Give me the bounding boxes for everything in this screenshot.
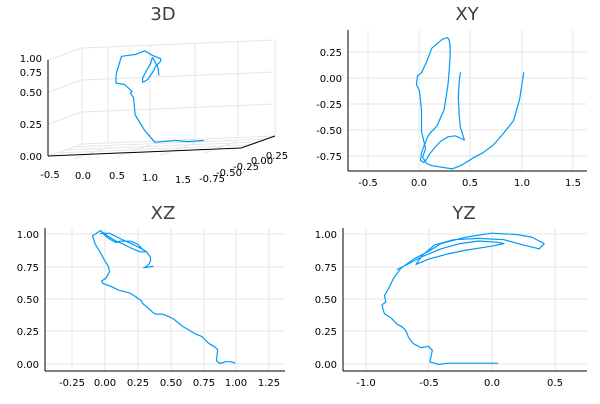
x-tick-label: 1.0: [514, 178, 530, 189]
x-tick-label: -0.5: [40, 170, 60, 181]
z-tick-label: 0.75: [20, 68, 42, 79]
y-tick-label: -0.25: [233, 162, 259, 173]
x-tick-label: 1.00: [225, 378, 247, 389]
y-tick-label: 0.00: [17, 360, 39, 371]
panel-xz-y-ticks: 1.00 0.75 0.50 0.25 0.00: [17, 230, 39, 371]
panel-xz-grid: [45, 228, 285, 371]
y-tick-label: -0.75: [316, 152, 342, 163]
panel-3d: 3D: [20, 4, 288, 186]
panel-xy-axes: [347, 30, 587, 172]
panel-xy-grid: [348, 30, 587, 171]
x-tick-label: 1.0: [142, 173, 158, 184]
x-tick-label: 0.5: [547, 378, 563, 389]
y-tick-label: 0.75: [315, 263, 337, 274]
z-tick-label: 1.00: [20, 54, 42, 65]
x-tick-label: 1.5: [175, 175, 191, 186]
y-tick-label: 0.25: [320, 48, 342, 59]
z-tick-label: 0.00: [20, 152, 42, 163]
y-tick-label: 0.25: [315, 327, 337, 338]
panel-3d-title: 3D: [150, 4, 175, 25]
x-tick-label: 0.5: [462, 178, 478, 189]
y-tick-label: -0.25: [316, 100, 342, 111]
panel-yz-grid: [343, 228, 587, 371]
z-tick-label: 0.50: [20, 88, 42, 99]
panel-xy-series-line: [415, 36, 525, 170]
x-tick-label: -0.5: [358, 178, 378, 189]
x-tick-label: -0.25: [59, 378, 85, 389]
x-tick-label: -1.0: [356, 378, 376, 389]
x-tick-label: 1.25: [258, 378, 280, 389]
panel-yz-y-ticks: 1.00 0.75 0.50 0.25 0.00: [315, 230, 337, 371]
y-tick-label: 0.00: [315, 360, 337, 371]
y-tick-label: 0.50: [315, 295, 337, 306]
panel-xy-title: XY: [455, 4, 479, 25]
y-tick-label: 0.00: [251, 156, 273, 167]
x-tick-label: 0.5: [109, 171, 125, 182]
y-tick-label: 0.25: [17, 327, 39, 338]
panel-xz: XZ 1.00 0.75 0.50 0.25 0.00 -0.: [17, 203, 285, 389]
panel-xy-y-ticks: 0.25 0.00 -0.25 -0.50 -0.75: [316, 48, 342, 163]
y-tick-label: -0.50: [216, 168, 242, 179]
y-tick-label: 1.00: [17, 230, 39, 241]
y-tick-label: 0.00: [320, 74, 342, 85]
panel-xz-series-line: [91, 230, 236, 364]
panel-3d-x-ticks: -0.5 0.0 0.5 1.0 1.5: [40, 170, 191, 186]
z-tick-label: 0.25: [20, 120, 42, 131]
y-tick-label: 0.25: [266, 151, 288, 162]
panel-3d-y-ticks: -0.75 -0.50 -0.25 0.00 0.25: [199, 151, 288, 185]
panel-xz-axes: [44, 228, 285, 372]
x-tick-label: 0.0: [411, 178, 427, 189]
panel-yz-title: YZ: [451, 203, 475, 224]
x-tick-label: 0.25: [127, 378, 149, 389]
y-tick-label: 1.00: [315, 230, 337, 241]
x-tick-label: 0.50: [160, 378, 182, 389]
x-tick-label: 0.00: [94, 378, 116, 389]
x-tick-label: 0.0: [484, 378, 500, 389]
y-tick-label: 0.75: [17, 263, 39, 274]
panel-xz-x-ticks: -0.25 0.00 0.25 0.50 0.75 1.00 1.25: [59, 378, 280, 389]
panel-3d-grid: [47, 39, 276, 160]
panel-3d-series-line: [115, 50, 204, 143]
panel-yz: YZ 1.00 0.75 0.50 0.25 0.00 -1.0 -0.5 0.: [315, 203, 587, 389]
x-tick-label: 0.75: [193, 378, 215, 389]
y-tick-label: 0.50: [17, 295, 39, 306]
panel-3d-axes: [47, 60, 276, 157]
panel-3d-z-ticks: 0.00 0.25 0.50 0.75 1.00: [20, 54, 42, 163]
panel-yz-x-ticks: -1.0 -0.5 0.0 0.5: [356, 378, 563, 389]
x-tick-label: -0.5: [419, 378, 439, 389]
panel-yz-axes: [342, 228, 587, 372]
y-tick-label: -0.50: [316, 126, 342, 137]
panel-xz-title: XZ: [151, 203, 176, 224]
x-tick-label: 1.5: [565, 178, 581, 189]
panel-xy-x-ticks: -0.5 0.0 0.5 1.0 1.5: [358, 178, 581, 189]
x-tick-label: 0.0: [75, 171, 91, 182]
panel-yz-series-line: [381, 232, 545, 366]
y-tick-label: -0.75: [199, 174, 225, 185]
panel-xy: XY 0.25 0.00 -0.25 -0.50 -0.75 -0.5 0.0: [316, 4, 587, 189]
